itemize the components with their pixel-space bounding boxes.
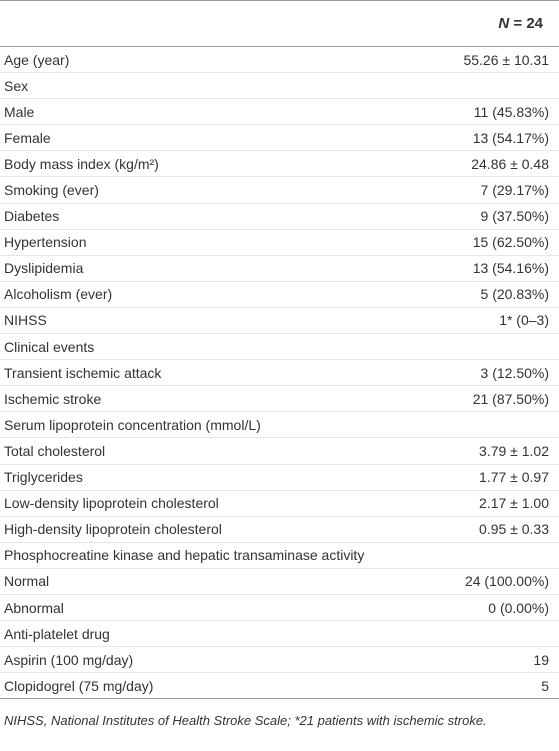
row-label: Abnormal: [0, 594, 369, 622]
table-row: High-density lipoprotein cholesterol 0.95…: [0, 516, 559, 543]
table-row: Anti-platelet drug: [0, 620, 559, 648]
row-value: [368, 333, 559, 361]
row-value: [368, 542, 559, 569]
row-label: Dyslipidemia: [0, 255, 369, 282]
table-row: Dyslipidemia 13 (54.16%): [0, 255, 559, 282]
table-row: Ischemic stroke 21 (87.50%): [0, 385, 559, 413]
table-row: Clinical events: [0, 333, 559, 361]
row-label: Clopidogrel (75 mg/day): [0, 672, 369, 700]
table-row: Aspirin (100 mg/day) 19: [0, 646, 559, 674]
row-label: Aspirin (100 mg/day): [0, 646, 369, 674]
row-value: 19: [368, 646, 559, 674]
row-label: Diabetes: [0, 203, 369, 230]
row-label: Age (year): [0, 46, 369, 74]
row-label: Low-density lipoprotein cholesterol: [0, 490, 369, 517]
row-value: 3 (12.50%): [368, 359, 559, 387]
row-value: [368, 620, 559, 648]
row-label: Hypertension: [0, 229, 369, 256]
row-value: 13 (54.17%): [368, 124, 559, 152]
row-value: 1.77 ± 0.97: [368, 464, 559, 491]
table-row: Sex: [0, 72, 559, 100]
row-label: Clinical events: [0, 333, 369, 361]
row-label: Normal: [0, 568, 369, 595]
table-row: Age (year) 55.26 ± 10.31: [0, 46, 559, 74]
row-label: Body mass index (kg/m²): [0, 150, 369, 178]
table-head: N = 24: [0, 0, 559, 47]
table-row: Low-density lipoprotein cholesterol 2.17 …: [0, 490, 559, 517]
table-row: Clopidogrel (75 mg/day) 5: [0, 672, 559, 700]
table-row: Diabetes 9 (37.50%): [0, 203, 559, 230]
table-container: N = 24 Age (year) 55.26 ± 10.31 Sex Male 11 …: [0, 0, 559, 728]
table-row: Serum lipoprotein concentration (mmol/L): [0, 411, 559, 439]
value-header: N = 24: [368, 0, 559, 47]
table-row: Smoking (ever) 7 (29.17%): [0, 176, 559, 204]
row-value: 24.86 ± 0.48: [368, 150, 559, 178]
label-header: [0, 0, 369, 47]
row-label: Male: [0, 98, 369, 126]
row-value: 13 (54.16%): [368, 255, 559, 282]
table-row: Triglycerides 1.77 ± 0.97: [0, 464, 559, 491]
row-value: 21 (87.50%): [368, 385, 559, 413]
row-label: High-density lipoprotein cholesterol: [0, 516, 369, 543]
row-value: 5: [368, 672, 559, 700]
table-row: Alcoholism (ever) 5 (20.83%): [0, 281, 559, 308]
row-value: 1* (0–3): [368, 307, 559, 335]
table-row: Phosphocreatine kinase and hepatic trans…: [0, 542, 559, 569]
row-value: 5 (20.83%): [368, 281, 559, 308]
row-value: [368, 72, 559, 100]
row-label: NIHSS: [0, 307, 369, 335]
table-row: Male 11 (45.83%): [0, 98, 559, 126]
header-row: N = 24: [0, 0, 559, 47]
row-value: 24 (100.00%): [368, 568, 559, 595]
row-label: Anti-platelet drug: [0, 620, 369, 648]
header-n: N: [498, 15, 510, 32]
row-value: 55.26 ± 10.31: [368, 46, 559, 74]
row-label: Serum lipoprotein concentration (mmol/L): [0, 411, 369, 439]
table-row: Total cholesterol 3.79 ± 1.02: [0, 437, 559, 465]
row-label: Alcoholism (ever): [0, 281, 369, 308]
row-label: Female: [0, 124, 369, 152]
table-row: Hypertension 15 (62.50%): [0, 229, 559, 256]
row-value: 0.95 ± 0.33: [368, 516, 559, 543]
table-row: NIHSS 1* (0–3): [0, 307, 559, 335]
row-value: 0 (0.00%): [368, 594, 559, 622]
table-row: Body mass index (kg/m²) 24.86 ± 0.48: [0, 150, 559, 178]
row-value: 15 (62.50%): [368, 229, 559, 256]
table-row: Female 13 (54.17%): [0, 124, 559, 152]
row-value: 3.79 ± 1.02: [368, 437, 559, 465]
row-label: Transient ischemic attack: [0, 359, 369, 387]
row-label: Ischemic stroke: [0, 385, 369, 413]
row-label: Smoking (ever): [0, 176, 369, 204]
table-row: Normal 24 (100.00%): [0, 568, 559, 595]
row-label: Phosphocreatine kinase and hepatic trans…: [0, 542, 369, 569]
table-row: Transient ischemic attack 3 (12.50%): [0, 359, 559, 387]
table-row: Abnormal 0 (0.00%): [0, 594, 559, 622]
footnote: NIHSS, National Institutes of Health Str…: [4, 713, 487, 729]
table: N = 24 Age (year) 55.26 ± 10.31 Sex Male 11 …: [0, 0, 559, 700]
row-value: 9 (37.50%): [368, 203, 559, 230]
row-label: Triglycerides: [0, 464, 369, 491]
row-label: Sex: [0, 72, 369, 100]
row-label: Total cholesterol: [0, 437, 369, 465]
table-body: Age (year) 55.26 ± 10.31 Sex Male 11 (45.83%…: [0, 46, 559, 700]
row-value: 7 (29.17%): [368, 176, 559, 204]
row-value: [368, 411, 559, 439]
row-value: 11 (45.83%): [368, 98, 559, 126]
row-value: 2.17 ± 1.00: [368, 490, 559, 517]
header-count: = 24: [509, 15, 543, 32]
